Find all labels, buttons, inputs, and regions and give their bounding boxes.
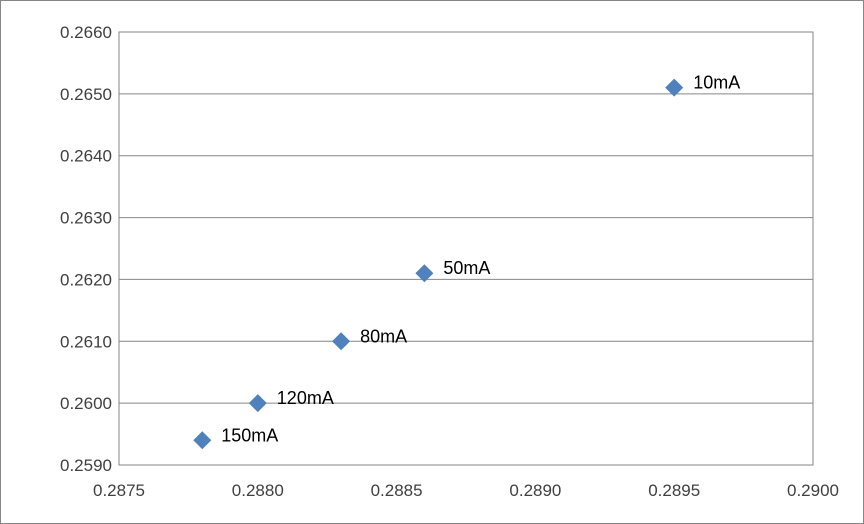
data-point-120mA	[248, 394, 267, 413]
x-tick-label: 0.2900	[787, 481, 839, 500]
data-point-80mA	[332, 332, 351, 351]
data-label: 10mA	[693, 73, 740, 93]
y-tick-label: 0.2650	[60, 85, 112, 104]
y-tick-label: 0.2630	[60, 209, 112, 228]
data-labels: 10mA 50mA 80mA 120mA 150mA	[221, 73, 740, 446]
y-tick-label: 0.2620	[60, 270, 112, 289]
x-tick-label: 0.2875	[93, 481, 145, 500]
data-point-150mA	[193, 431, 212, 450]
x-tick-label: 0.2890	[509, 481, 561, 500]
x-tick-label: 0.2880	[232, 481, 284, 500]
y-axis-tick-labels: 0.2590 0.2600 0.2610 0.2620 0.2630 0.2640 0.26…	[60, 23, 112, 475]
grid-layer	[119, 31, 813, 466]
data-label: 150mA	[221, 425, 278, 445]
data-points	[193, 78, 684, 450]
y-tick-label: 0.2610	[60, 332, 112, 351]
x-tick-label: 0.2895	[648, 481, 700, 500]
data-point-50mA	[415, 264, 434, 283]
data-label: 50mA	[443, 258, 490, 278]
y-tick-label: 0.2590	[60, 456, 112, 475]
y-tick-label: 0.2640	[60, 147, 112, 166]
data-label: 120mA	[277, 388, 334, 408]
y-tick-label: 0.2660	[60, 23, 112, 42]
plot-area	[118, 31, 814, 466]
x-tick-label: 0.2885	[371, 481, 423, 500]
x-axis-tick-labels: 0.2875 0.2880 0.2885 0.2890 0.2895 0.2900	[93, 481, 839, 500]
data-label: 80mA	[360, 326, 407, 346]
data-point-10mA	[665, 78, 684, 97]
y-tick-label: 0.2600	[60, 394, 112, 413]
